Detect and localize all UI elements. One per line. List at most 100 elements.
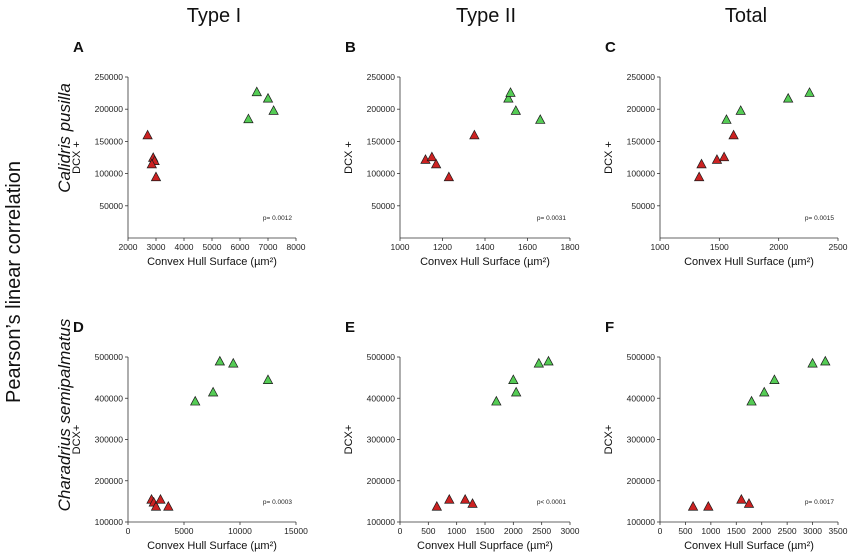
data-point-red [150, 500, 162, 511]
x-tick-label: 500 [421, 526, 435, 536]
data-point-red [728, 129, 739, 140]
y-tick-label: 300000 [627, 435, 656, 445]
panel-letter: C [605, 39, 616, 56]
x-tick-label: 1500 [727, 526, 746, 536]
y-tick-label: 100000 [95, 169, 124, 179]
side-label: Pearson’s linear correlation [3, 161, 25, 403]
data-point-green [533, 357, 545, 368]
x-tick-label: 2000 [504, 526, 523, 536]
panel-letter: F [605, 319, 614, 336]
panel-a: A 2000 3000 4000 5000 6000 7000 8000 50000 100000… [71, 39, 306, 268]
panel-f: F 0 500 1000 1500 2000 2500 3000 3500 100000 20000… [603, 319, 848, 552]
panel-b: B 1000 1200 1400 1600 1800 50000 100000 150000 20… [343, 39, 580, 268]
data-point-red [426, 151, 438, 162]
y-tick-label: 100000 [627, 169, 656, 179]
data-point-red [469, 129, 480, 140]
data-point-green [207, 386, 219, 397]
data-point-green [804, 87, 815, 97]
data-point-green [503, 92, 514, 103]
data-point-red [743, 498, 755, 508]
y-axis-label: DCX+ [71, 425, 83, 455]
y-tick-label: 50000 [99, 201, 123, 211]
x-tick-label: 1200 [433, 242, 452, 252]
data-point-green [228, 357, 239, 368]
data-point-green [535, 114, 546, 124]
x-axis-label: Convex Hull Surface (µm²) [684, 256, 814, 268]
y-tick-label: 300000 [95, 435, 124, 445]
x-axis-label: Convex Hull Suprface (µm²) [417, 540, 553, 552]
x-axis-label: Convex Hull Surface (µm²) [420, 256, 550, 268]
y-axis-label: DCX + [71, 141, 83, 174]
x-tick-label: 0 [398, 526, 403, 536]
y-tick-label: 200000 [367, 476, 396, 486]
x-tick-label: 3000 [803, 526, 822, 536]
y-tick-label: 100000 [627, 517, 656, 527]
data-point-red [155, 493, 166, 504]
data-point-red [467, 498, 478, 508]
data-point-green [268, 105, 279, 115]
y-tick-label: 50000 [371, 201, 395, 211]
x-axis-label: Convex Hull Surface (µm²) [147, 256, 277, 268]
x-tick-label: 7000 [259, 242, 278, 252]
data-point-red [693, 171, 705, 182]
x-tick-label: 2500 [829, 242, 848, 252]
y-tick-label: 200000 [627, 476, 656, 486]
data-point-green [807, 357, 818, 368]
data-point-red [459, 493, 471, 504]
y-tick-label: 250000 [367, 72, 396, 82]
data-point-red [703, 500, 714, 511]
data-point-green [214, 355, 226, 366]
data-point-green [510, 105, 521, 115]
y-axis-label: DCX + [603, 141, 615, 174]
panel-letter: D [73, 319, 84, 336]
x-tick-label: 500 [678, 526, 692, 536]
data-point-red [142, 129, 153, 140]
y-axis-label: DCX+ [603, 425, 615, 455]
x-tick-label: 3000 [561, 526, 580, 536]
data-point-green [508, 374, 519, 384]
x-tick-label: 8000 [287, 242, 306, 252]
y-tick-label: 150000 [367, 136, 396, 146]
x-axis-label: Convex Hull Surface (µm²) [684, 540, 814, 552]
data-point-green [243, 113, 254, 124]
panel-d: D 0 5000 10000 15000 100000 200000 300000 400000… [71, 319, 308, 552]
y-tick-label: 300000 [367, 435, 396, 445]
data-point-green [735, 105, 746, 115]
x-tick-label: 2500 [532, 526, 551, 536]
data-point-green [782, 92, 794, 103]
p-value-label: p= 0.0017 [805, 499, 834, 506]
data-point-red [150, 171, 162, 182]
y-tick-label: 200000 [95, 476, 124, 486]
data-point-green [769, 374, 780, 384]
data-point-green [820, 355, 831, 366]
p-value-label: p= 0.0015 [805, 215, 834, 222]
data-point-green [746, 395, 757, 406]
y-tick-label: 150000 [627, 136, 656, 146]
data-point-green [543, 355, 554, 366]
panel-c: C 1000 1500 2000 2500 50000 100000 150000 200000… [603, 39, 848, 268]
y-tick-label: 500000 [627, 352, 656, 362]
y-tick-label: 400000 [95, 393, 124, 403]
x-tick-label: 2000 [752, 526, 771, 536]
y-tick-label: 500000 [95, 352, 124, 362]
data-point-red [443, 171, 455, 182]
data-point-green [190, 395, 201, 406]
x-tick-label: 1000 [447, 526, 466, 536]
y-axis-label: DCX+ [343, 425, 355, 455]
y-tick-label: 150000 [95, 136, 124, 146]
y-tick-label: 200000 [367, 104, 396, 114]
column-title-type-ii: Type II [456, 5, 516, 27]
data-point-red [696, 158, 707, 169]
x-tick-label: 2500 [778, 526, 797, 536]
data-point-red [431, 500, 443, 511]
x-tick-label: 4000 [175, 242, 194, 252]
y-tick-label: 400000 [367, 393, 396, 403]
data-point-green [262, 374, 274, 384]
data-point-green [505, 87, 516, 97]
column-title-total: Total [725, 5, 767, 27]
data-point-green [251, 86, 262, 97]
data-point-green [721, 114, 732, 124]
data-point-green [491, 395, 502, 406]
data-point-red [444, 493, 455, 504]
